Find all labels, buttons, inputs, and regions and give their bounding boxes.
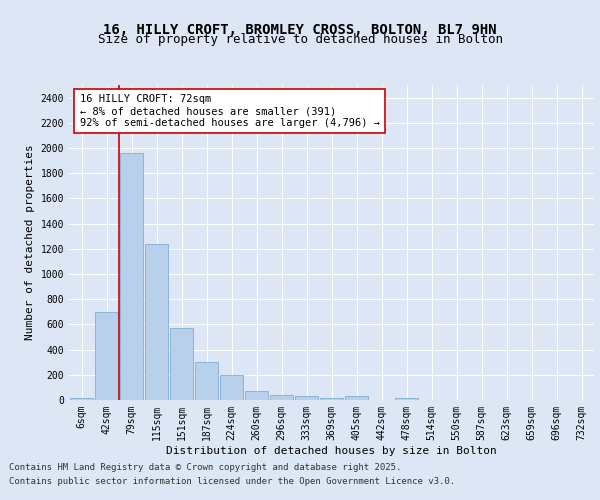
Bar xyxy=(245,390,268,400)
Bar xyxy=(344,396,368,400)
Bar xyxy=(70,398,94,400)
Text: 16 HILLY CROFT: 72sqm
← 8% of detached houses are smaller (391)
92% of semi-deta: 16 HILLY CROFT: 72sqm ← 8% of detached h… xyxy=(79,94,380,128)
X-axis label: Distribution of detached houses by size in Bolton: Distribution of detached houses by size … xyxy=(166,446,497,456)
Bar xyxy=(95,312,118,400)
Bar xyxy=(145,244,169,400)
Bar xyxy=(320,398,343,400)
Bar xyxy=(395,398,418,400)
Bar xyxy=(220,375,244,400)
Text: Contains HM Land Registry data © Crown copyright and database right 2025.: Contains HM Land Registry data © Crown c… xyxy=(9,464,401,472)
Bar xyxy=(170,328,193,400)
Bar xyxy=(295,396,319,400)
Text: Size of property relative to detached houses in Bolton: Size of property relative to detached ho… xyxy=(97,32,503,46)
Bar xyxy=(119,153,143,400)
Bar xyxy=(194,362,218,400)
Text: 16, HILLY CROFT, BROMLEY CROSS, BOLTON, BL7 9HN: 16, HILLY CROFT, BROMLEY CROSS, BOLTON, … xyxy=(103,22,497,36)
Y-axis label: Number of detached properties: Number of detached properties xyxy=(25,144,35,340)
Bar xyxy=(269,395,293,400)
Text: Contains public sector information licensed under the Open Government Licence v3: Contains public sector information licen… xyxy=(9,477,455,486)
